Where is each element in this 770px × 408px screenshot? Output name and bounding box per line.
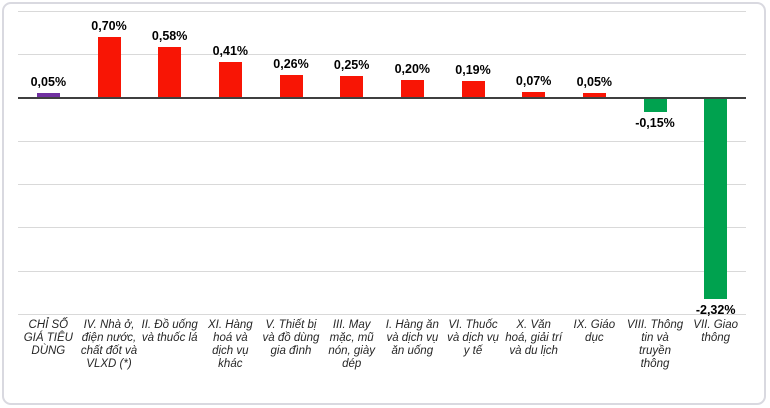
plot-area: 0,05% 0,70% 0,58% 0,41% 0,26% 0,25% 0,20% 0,19%… bbox=[18, 11, 746, 317]
value-label-7: 0,20% bbox=[394, 62, 431, 77]
value-label-11: -0,15% bbox=[635, 115, 675, 130]
value-label-2: 0,70% bbox=[91, 18, 127, 33]
gridline bbox=[18, 54, 746, 56]
category-label-5: V. Thiết bị và đồ dùng gia đình bbox=[262, 319, 320, 357]
gridline bbox=[18, 184, 746, 186]
gridline bbox=[18, 140, 746, 142]
value-label-10: 0,05% bbox=[576, 75, 613, 90]
value-label-8: 0,19% bbox=[455, 63, 491, 78]
value-label-4: 0,41% bbox=[212, 44, 249, 59]
bar-6 bbox=[340, 75, 364, 98]
bar-11 bbox=[643, 98, 667, 112]
bar-4 bbox=[218, 62, 242, 98]
category-labels-row: CHỈ SỐ GIÁ TIÊU DÙNG IV. Nhà ở, điện nước… bbox=[18, 319, 746, 371]
category-label-12: VII. Giao thông bbox=[693, 319, 739, 344]
category-label-6: III. May mặc, mũ nón, giày dép bbox=[328, 319, 375, 370]
bar-10 bbox=[582, 93, 606, 98]
category-label-3: II. Đồ uống và thuốc lá bbox=[141, 319, 198, 344]
bar-5 bbox=[279, 75, 303, 98]
category-label-9: X. Văn hoá, giải trí và du lịch bbox=[505, 319, 563, 357]
gridline bbox=[18, 11, 746, 12]
category-label-11: VIII. Thông tin và truyền thông bbox=[626, 319, 684, 370]
zero-axis-line bbox=[18, 96, 746, 99]
gridline bbox=[18, 314, 746, 315]
bar-1 bbox=[36, 93, 60, 98]
gridline bbox=[18, 227, 746, 229]
value-label-3: 0,58% bbox=[151, 29, 188, 44]
bar-3 bbox=[158, 47, 182, 98]
category-label-10: IX. Giáo dục bbox=[573, 319, 616, 344]
category-label-2: IV. Nhà ở, điện nước, chất đốt và VLXD (… bbox=[80, 319, 138, 370]
value-label-5: 0,26% bbox=[273, 57, 309, 72]
value-label-1: 0,05% bbox=[30, 75, 67, 90]
bar-9 bbox=[522, 91, 546, 98]
bar-12 bbox=[704, 98, 728, 300]
value-label-12: -2,32% bbox=[695, 303, 736, 318]
bar-8 bbox=[461, 81, 485, 98]
gridline bbox=[18, 270, 746, 272]
category-label-8: VI. Thuốc và dịch vụ y tế bbox=[447, 319, 499, 357]
value-label-9: 0,07% bbox=[515, 73, 552, 88]
category-label-1: CHỈ SỐ GIÁ TIÊU DÙNG bbox=[23, 319, 73, 357]
bar-2 bbox=[97, 36, 121, 98]
value-label-6: 0,25% bbox=[333, 57, 370, 72]
bar-7 bbox=[400, 80, 424, 98]
category-label-7: I. Hàng ăn và dịch vụ ăn uống bbox=[385, 319, 439, 357]
category-label-4: XI. Hàng hoá và dịch vụ khác bbox=[207, 319, 253, 370]
